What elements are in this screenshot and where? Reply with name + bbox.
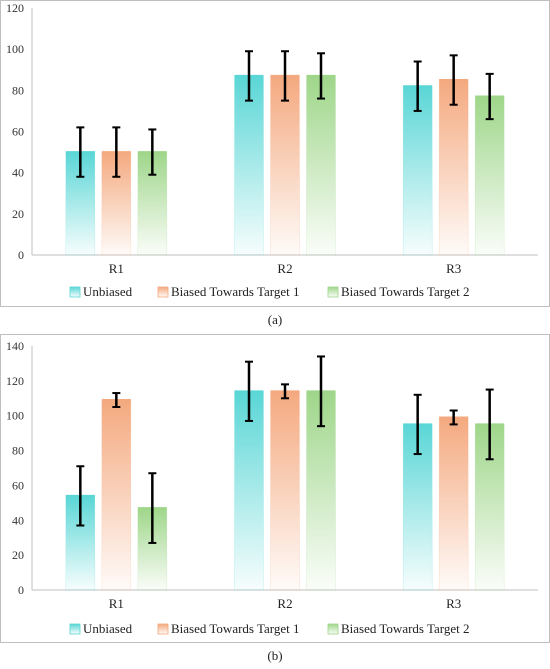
y-tick-label: 80 [12, 444, 24, 458]
legend-swatch-3 [327, 623, 339, 635]
bar-r2-series-3 [306, 75, 336, 256]
y-tick-label: 100 [6, 42, 24, 56]
y-tick-label: 120 [6, 1, 24, 15]
legend-swatch-2 [157, 286, 169, 298]
bar-r2-series-2 [270, 75, 300, 256]
y-tick-label: 20 [12, 548, 24, 562]
bar-r2-series-1 [234, 391, 264, 591]
bar-chart-b: 0 20 40 60 80 100 120 140 R1 R2 R3 Unbiased Biased T… [0, 334, 550, 643]
legend-swatch-3 [327, 286, 339, 298]
legend-swatch-2 [157, 623, 169, 635]
chart-panel-b: 0 20 40 60 80 100 120 140 R1 R2 R3 Unbiased Biased T… [0, 334, 550, 669]
y-tick-label: 60 [12, 478, 24, 492]
bar-r2-series-2 [270, 391, 300, 591]
y-tick-label: 60 [12, 125, 24, 139]
category-label-r3: R3 [446, 261, 461, 276]
y-tick-label: 80 [12, 83, 24, 97]
bar-r3-series-2 [438, 417, 469, 591]
category-label-r2: R2 [277, 596, 292, 611]
legend-label-2: Biased Towards Target 1 [171, 621, 300, 636]
y-tick-label: 20 [12, 207, 24, 221]
bar-r3-series-3 [474, 96, 505, 256]
legend-label-3: Biased Towards Target 2 [341, 621, 470, 636]
y-tick-label: 100 [6, 409, 24, 423]
legend-label-1: Unbiased [83, 621, 133, 636]
chart-caption-a: (a) [267, 312, 283, 327]
y-tick-label: 140 [6, 339, 24, 353]
bar-r3-series-1 [402, 85, 433, 256]
category-label-r2: R2 [277, 261, 292, 276]
bar-chart-a: 0 20 40 60 80 100 120 R1 R2 R3 Unbiased Biased Towa… [0, 0, 550, 307]
legend-swatch-1 [69, 286, 81, 298]
bar-r2-series-1 [234, 75, 264, 256]
bar-r1-series-2 [101, 399, 132, 591]
y-tick-label: 40 [12, 166, 24, 180]
legend-label-2: Biased Towards Target 1 [171, 284, 300, 299]
legend-label-3: Biased Towards Target 2 [341, 284, 470, 299]
category-label-r3: R3 [446, 596, 461, 611]
y-tick-label: 120 [6, 374, 24, 388]
category-label-r1: R1 [109, 596, 124, 611]
y-tick-label: 0 [18, 248, 24, 262]
legend-swatch-1 [69, 623, 81, 635]
y-tick-label: 0 [18, 583, 24, 597]
chart-caption-b: (b) [267, 648, 283, 663]
y-tick-label: 40 [12, 513, 24, 527]
category-label-r1: R1 [109, 261, 124, 276]
chart-panel-a: 0 20 40 60 80 100 120 R1 R2 R3 Unbiased Biased Towa… [0, 0, 550, 334]
bar-r3-series-2 [438, 79, 469, 256]
legend-label-1: Unbiased [83, 284, 133, 299]
